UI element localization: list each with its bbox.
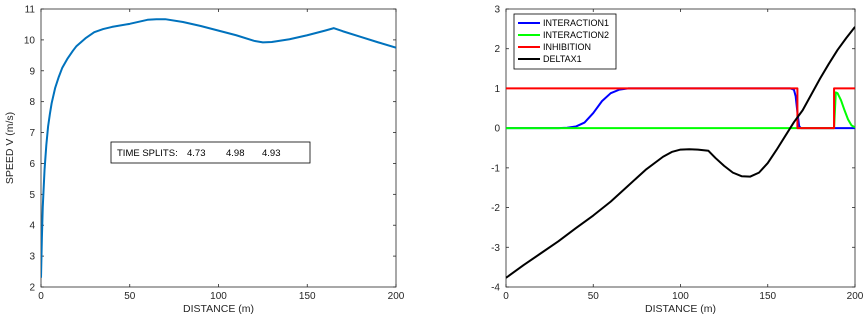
y-tick-label: 6: [29, 159, 35, 170]
y-tick-label: -2: [491, 203, 500, 214]
legend-label: DELTAX1: [543, 54, 582, 64]
y-tick-label: 10: [24, 35, 36, 46]
x-tick-label: 50: [124, 291, 136, 302]
y-tick-label: 8: [29, 97, 35, 108]
legend-label: INTERACTION2: [543, 30, 609, 40]
annotation-box: [110, 141, 311, 164]
time-split-value: 4.73: [187, 148, 206, 159]
time-split-value: 4.98: [226, 148, 245, 159]
series-line-interaction2: [506, 91, 855, 130]
right-chart: 0 50 100 150 200 -4 -3 -2 -1 0 1 2 3 DISTANCE (m) INTE…: [491, 5, 864, 316]
x-tick-label: 50: [588, 291, 600, 302]
x-tick-label: 100: [210, 291, 227, 302]
x-tick-label: 0: [38, 291, 44, 302]
x-tick-label: 200: [388, 291, 405, 302]
y-tick-label: 1: [494, 84, 500, 95]
x-axis-label: DISTANCE (m): [645, 303, 716, 315]
x-tick-label: 100: [672, 291, 689, 302]
y-tick-label: 3: [29, 252, 35, 263]
series-line-0: [41, 18, 396, 278]
x-tick-label: 0: [503, 291, 509, 302]
x-tick-label: 150: [759, 291, 776, 302]
y-tick-label: -1: [491, 163, 500, 174]
y-tick-label: 2: [494, 44, 500, 55]
x-tick-label: 200: [847, 291, 864, 302]
y-tick-label: 3: [494, 5, 500, 16]
y-tick-label: -4: [491, 283, 500, 294]
series-line-deltax1: [506, 26, 855, 279]
y-tick-label: 5: [29, 190, 35, 201]
legend-label: INHIBITION: [543, 42, 591, 52]
x-tick-label: 150: [299, 291, 316, 302]
y-tick-label: 2: [29, 283, 35, 294]
y-tick-label: 0: [494, 124, 500, 135]
y-tick-label: -3: [491, 243, 500, 254]
legend-label: INTERACTION1: [543, 18, 609, 28]
y-tick-label: 9: [29, 66, 35, 77]
left-chart: 0 50 100 150 200 2 3 4 5 6 7 8 9 10 11 DISTANCE (m) SPEE…: [4, 5, 405, 316]
annotation-label: TIME SPLITS:: [117, 148, 178, 159]
y-tick-label: 7: [29, 128, 35, 139]
y-tick-label: 4: [29, 221, 35, 232]
y-axis-label: SPEED V (m/s): [4, 112, 16, 184]
series-line-inhibition: [506, 87, 855, 130]
x-axis-label: DISTANCE (m): [183, 303, 254, 315]
y-tick-label: 11: [25, 5, 36, 16]
time-split-value: 4.93: [262, 148, 281, 159]
